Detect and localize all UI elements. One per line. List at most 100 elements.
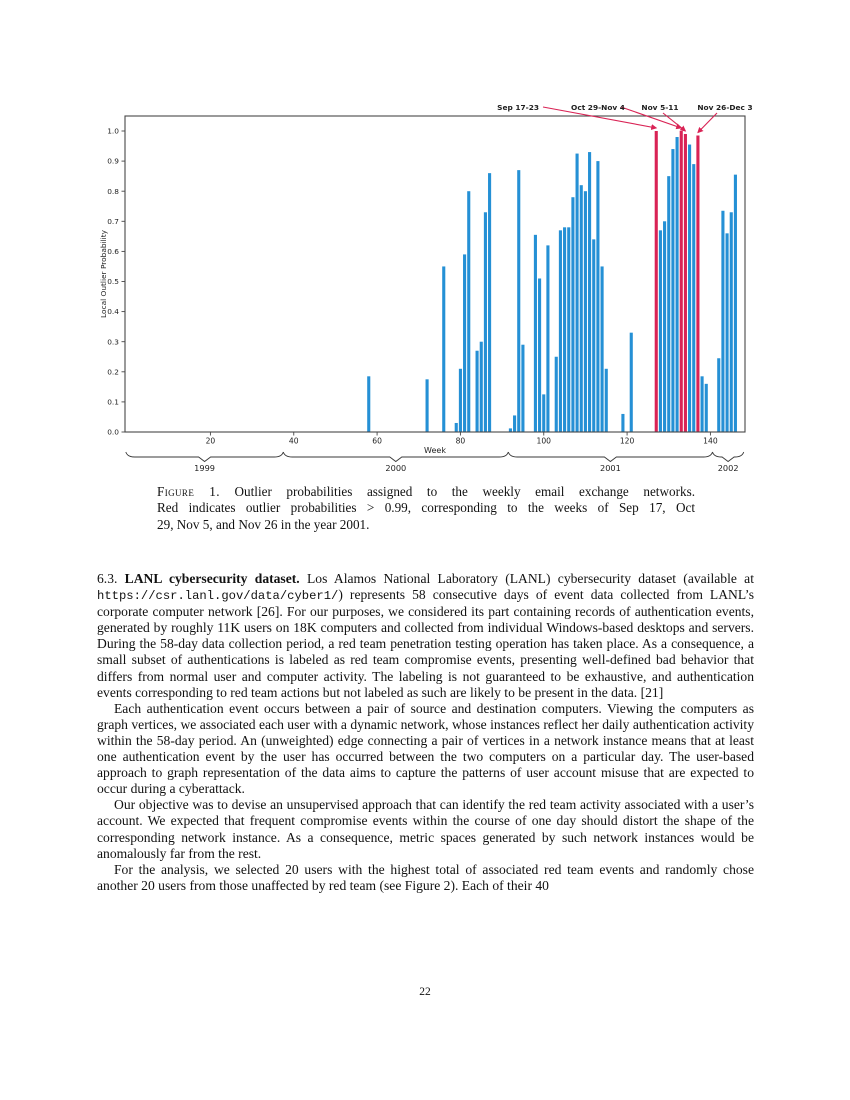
year-brace <box>712 451 745 463</box>
bar <box>629 332 633 432</box>
bar <box>483 212 487 432</box>
plot-border <box>124 115 746 433</box>
year-brace <box>507 451 713 463</box>
bar <box>721 210 725 432</box>
x-tick-label: 100 <box>537 437 552 446</box>
y-tick-label: 0.8 <box>107 187 119 196</box>
bar <box>442 266 446 432</box>
paragraph-text: Los Alamos National Laboratory (LANL) cy… <box>306 571 754 586</box>
year-brace <box>125 451 284 463</box>
x-axis: 20 40 60 80 100 120 140 Week <box>206 432 718 455</box>
annotation-label: Sep 17-23 <box>497 103 539 112</box>
x-tick-label: 120 <box>620 437 635 446</box>
bar <box>583 191 587 432</box>
bar <box>463 254 467 432</box>
y-tick-label: 0.0 <box>107 428 119 437</box>
y-tick-label: 0.5 <box>107 277 119 286</box>
bar <box>600 266 604 432</box>
x-tick-label: 140 <box>703 437 718 446</box>
outlier-probability-chart: 20 40 60 80 100 120 140 Week 0.0 0.1 0.2 0.3 0.4 0.5 0… <box>99 103 753 473</box>
bar <box>563 227 567 432</box>
paragraph: Each authentication event occurs between… <box>97 700 754 797</box>
bar <box>558 230 562 432</box>
y-tick-label: 0.4 <box>107 307 119 316</box>
bar <box>467 191 471 432</box>
year-braces: 1999 2000 2001 2002 <box>125 451 745 473</box>
bar <box>542 394 546 433</box>
annotation-label: Nov 26-Dec 3 <box>697 103 752 112</box>
outlier-bar <box>696 135 700 432</box>
annotation-label: Oct 29-Nov 4 <box>571 103 625 112</box>
bar <box>704 383 708 432</box>
bar <box>692 164 696 433</box>
bar <box>729 212 733 432</box>
y-tick-label: 0.6 <box>107 247 119 256</box>
section-6-3-paragraph: 6.3. LANL cybersecurity dataset. Los Ala… <box>97 571 754 701</box>
outlier-bar <box>654 131 658 432</box>
bar <box>458 368 462 432</box>
bar <box>700 376 704 432</box>
paragraph: For the analysis, we selected 20 users w… <box>97 861 754 893</box>
x-tick-label: 60 <box>372 437 382 446</box>
figure-caption-line: Figure 1. Outlier probabilities assigned… <box>157 484 695 500</box>
bar <box>725 233 729 432</box>
paragraph-text: ) represents 58 consecutive days of even… <box>97 587 754 700</box>
x-tick-label: 20 <box>206 437 216 446</box>
bar <box>663 221 667 432</box>
year-label: 2001 <box>600 463 621 473</box>
bar <box>521 344 525 432</box>
bar <box>658 230 662 432</box>
bar <box>513 415 517 432</box>
section-title: LANL cybersecurity dataset. <box>124 571 300 586</box>
year-label: 2000 <box>385 463 406 473</box>
outlier-bar <box>679 131 683 432</box>
bar <box>604 368 608 432</box>
bar <box>567 227 571 432</box>
annotation-label: Nov 5-11 <box>641 103 678 112</box>
figure-caption-label: Figure 1. <box>157 484 220 499</box>
year-label: 1999 <box>194 463 215 473</box>
paragraph: Our objective was to devise an unsupervi… <box>97 797 754 861</box>
section-number: 6.3. <box>97 571 118 586</box>
bar <box>733 174 737 432</box>
year-brace <box>282 451 509 463</box>
x-tick-label: 40 <box>289 437 299 446</box>
bar <box>533 234 537 432</box>
figure-caption: Figure 1. Outlier probabilities assigned… <box>157 484 695 533</box>
y-tick-label: 0.2 <box>107 367 119 376</box>
y-tick-label: 1.0 <box>107 127 119 136</box>
bar <box>571 197 575 432</box>
y-tick-label: 0.1 <box>107 398 119 407</box>
page-number: 22 <box>419 986 431 998</box>
y-tick-label: 0.7 <box>107 217 119 226</box>
outlier-bar <box>683 134 687 432</box>
bar <box>517 170 521 432</box>
y-tick-label: 0.3 <box>107 337 119 346</box>
body-text: 6.3. LANL cybersecurity dataset. Los Ala… <box>97 571 754 894</box>
bar <box>538 278 542 432</box>
bar <box>667 176 671 432</box>
bar <box>367 376 371 432</box>
bar <box>546 245 550 432</box>
outlier-annotations: Sep 17-23 Oct 29-Nov 4 Nov 5-11 Nov 26-Dec … <box>497 103 753 134</box>
bar <box>717 358 721 432</box>
figure-caption-text: Outlier probabilities assigned to the we… <box>234 484 696 499</box>
bar <box>554 356 558 432</box>
figure-caption-line: Red indicates outlier probabilities > 0.… <box>157 500 695 516</box>
dataset-url-link[interactable]: https://csr.lanl.gov/data/cyber1/ <box>97 589 339 604</box>
bar <box>454 422 458 432</box>
x-axis-label: Week <box>424 446 446 455</box>
bar <box>671 149 675 432</box>
bar <box>592 239 596 432</box>
bar <box>575 153 579 432</box>
bar <box>479 341 483 432</box>
bars-group <box>367 131 737 433</box>
y-axis-label: Local Outlier Probability <box>99 229 108 318</box>
bar <box>425 379 429 432</box>
bar <box>475 350 479 432</box>
x-tick-label: 80 <box>456 437 466 446</box>
bar <box>675 137 679 432</box>
figure-caption-line: 29, Nov 5, and Nov 26 in the year 2001. <box>157 516 370 532</box>
bar <box>579 185 583 432</box>
